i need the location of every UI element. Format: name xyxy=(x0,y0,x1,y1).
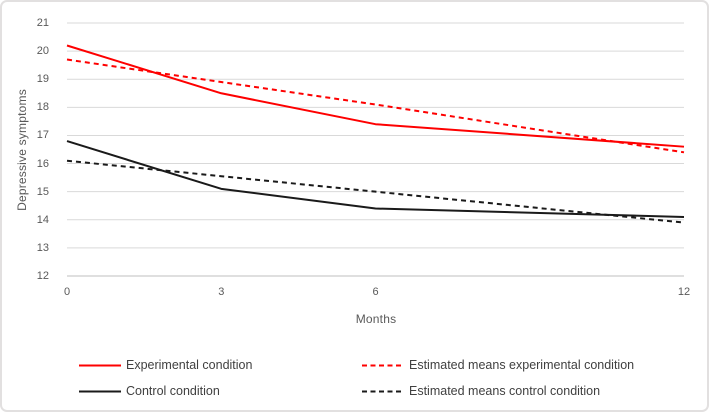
solid-red-line-icon xyxy=(79,364,121,366)
legend-item-experimental: Experimental condition xyxy=(79,358,362,372)
x-tick-label: 0 xyxy=(63,286,71,298)
line-chart-plot-area xyxy=(66,22,685,277)
legend-label: Estimated means control condition xyxy=(409,384,601,398)
y-tick-label: 21 xyxy=(36,17,49,29)
y-tick-label: 20 xyxy=(36,45,49,58)
chart-legend: Experimental condition Estimated means e… xyxy=(79,352,679,404)
legend-label: Control condition xyxy=(126,384,220,398)
dashed-black-line-icon xyxy=(362,390,404,392)
x-tick-label: 12 xyxy=(677,286,691,298)
legend-label: Experimental condition xyxy=(126,358,253,372)
y-tick-label: 16 xyxy=(36,157,49,170)
y-tick-label: 19 xyxy=(36,73,49,86)
x-tick-label: 6 xyxy=(372,286,379,298)
legend-item-estimated-experimental: Estimated means experimental condition xyxy=(362,358,679,372)
x-tick-label: 3 xyxy=(218,286,225,298)
y-tick-label: 12 xyxy=(36,270,49,282)
y-tick-label: 14 xyxy=(36,213,49,226)
y-tick-label: 18 xyxy=(36,101,49,114)
y-tick-label: 17 xyxy=(36,129,49,142)
y-tick-label: 13 xyxy=(36,241,49,254)
x-axis-title: Months xyxy=(355,312,397,326)
solid-black-line-icon xyxy=(79,390,121,392)
legend-item-control: Control condition xyxy=(79,384,362,398)
y-tick-label: 15 xyxy=(36,185,49,198)
legend-item-estimated-control: Estimated means control condition xyxy=(362,384,679,398)
dashed-red-line-icon xyxy=(362,364,404,366)
y-axis-title: Depressive symptoms xyxy=(15,89,29,211)
legend-label: Estimated means experimental condition xyxy=(409,358,635,372)
